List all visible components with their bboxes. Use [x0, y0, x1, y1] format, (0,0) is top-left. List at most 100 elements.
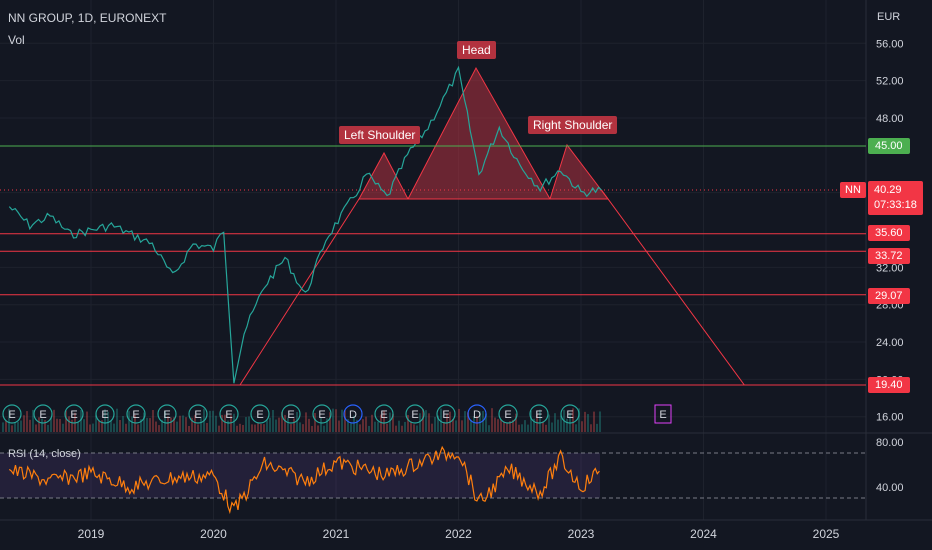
event-marker-2[interactable] [64, 404, 84, 424]
volume-bar [557, 419, 559, 432]
event-marker-label-6: E [194, 409, 201, 421]
rsi-line[interactable] [8, 445, 600, 515]
pattern-triangle-0[interactable] [358, 151, 409, 200]
volume-bar [95, 415, 97, 432]
volume-bar [89, 424, 91, 432]
volume-bar [191, 417, 193, 432]
volume-bar [185, 417, 187, 432]
future-event-box [654, 404, 672, 424]
event-marker-11[interactable] [343, 404, 363, 424]
price-line[interactable] [8, 65, 602, 384]
pattern-rise-line[interactable] [239, 198, 360, 386]
annotation-right-shoulder[interactable]: Right Shoulder [528, 116, 618, 134]
currency-label: EUR [877, 11, 901, 23]
bar-countdown: 07:33:18 [874, 199, 917, 211]
event-marker-17[interactable] [529, 404, 549, 424]
volume-bar [434, 416, 436, 432]
volume-bar [77, 421, 79, 432]
volume-bar [527, 424, 529, 432]
head-shoulders-pattern [239, 66, 610, 386]
volume-bar [428, 413, 430, 432]
volume-bar [194, 414, 196, 432]
volume-bar [62, 423, 64, 432]
last-price-value: 40.29 [874, 184, 902, 196]
volume-bar [272, 409, 274, 432]
event-marker-9[interactable] [281, 404, 301, 424]
y-tick-0: 56.00 [876, 38, 904, 50]
volume-bar [86, 411, 88, 432]
volume-bar [374, 421, 376, 432]
volume-bar [398, 420, 400, 432]
event-marker-12[interactable] [374, 404, 394, 424]
grid [0, 0, 932, 521]
pattern-triangle-2[interactable] [549, 143, 610, 200]
volume-bar [386, 423, 388, 432]
volume-bar [371, 414, 373, 432]
volume-bar [68, 416, 70, 432]
volume-bar [581, 421, 583, 432]
volume-bar [26, 411, 28, 432]
volume-bar [443, 421, 445, 432]
event-marker-7[interactable] [219, 404, 239, 424]
volume-bar [83, 419, 85, 432]
event-marker-0[interactable] [2, 404, 22, 424]
projection-line[interactable] [601, 189, 745, 386]
volume-bar [359, 424, 361, 432]
event-marker-1[interactable] [33, 404, 53, 424]
volume-bar [224, 414, 226, 432]
volume-bar [305, 412, 307, 432]
event-marker-13[interactable] [405, 404, 425, 424]
volume-bar [587, 414, 589, 432]
volume-bar [560, 415, 562, 432]
x-tick-0: 2019 [78, 527, 105, 541]
rsi-panel [0, 445, 866, 515]
volume-bar [380, 414, 382, 432]
volume-bar [476, 415, 478, 432]
volume-bar [467, 412, 469, 432]
x-tick-1: 2020 [200, 527, 227, 541]
volume-bar [2, 422, 4, 432]
volume-bar [164, 411, 166, 432]
event-marker-16[interactable] [498, 404, 518, 424]
volume-bar [35, 424, 37, 432]
annotation-head[interactable]: Head [457, 41, 496, 59]
pattern-triangle-1[interactable] [407, 66, 551, 200]
volume-bar [143, 412, 145, 432]
event-marker-3[interactable] [95, 404, 115, 424]
volume-bar [269, 417, 271, 432]
future-event-label[interactable]: E [659, 409, 666, 421]
volume-bar [344, 410, 346, 432]
event-marker-15[interactable] [467, 404, 487, 424]
volume-bar [491, 408, 493, 432]
volume-bar [308, 418, 310, 432]
volume-bar [584, 411, 586, 432]
volume-bar [389, 412, 391, 432]
rsi-label[interactable]: RSI (14, close) [8, 448, 81, 460]
volume-bar [56, 418, 58, 432]
event-marker-4[interactable] [126, 404, 146, 424]
volume-bar [236, 425, 238, 432]
event-marker-10[interactable] [312, 404, 332, 424]
volume-bar [572, 408, 574, 432]
event-marker-8[interactable] [250, 404, 270, 424]
volume-bar [152, 410, 154, 432]
volume-bar [149, 418, 151, 432]
volume-bar [512, 419, 514, 432]
volume-bar [65, 410, 67, 432]
volume-bar [332, 408, 334, 432]
event-marker-18[interactable] [560, 404, 580, 424]
annotation-left-shoulder[interactable]: Left Shoulder [339, 126, 421, 144]
volume-bar [422, 408, 424, 432]
volume-bar [326, 418, 328, 432]
symbol-title[interactable]: NN GROUP, 1D, EURONEXT [8, 11, 167, 25]
volume-bar [239, 423, 241, 432]
volume-bar [209, 410, 211, 432]
event-marker-14[interactable] [436, 404, 456, 424]
volume-bar [506, 423, 508, 432]
event-marker-5[interactable] [157, 404, 177, 424]
volume-bar [545, 424, 547, 432]
event-marker-label-16: E [504, 409, 511, 421]
event-marker-6[interactable] [188, 404, 208, 424]
